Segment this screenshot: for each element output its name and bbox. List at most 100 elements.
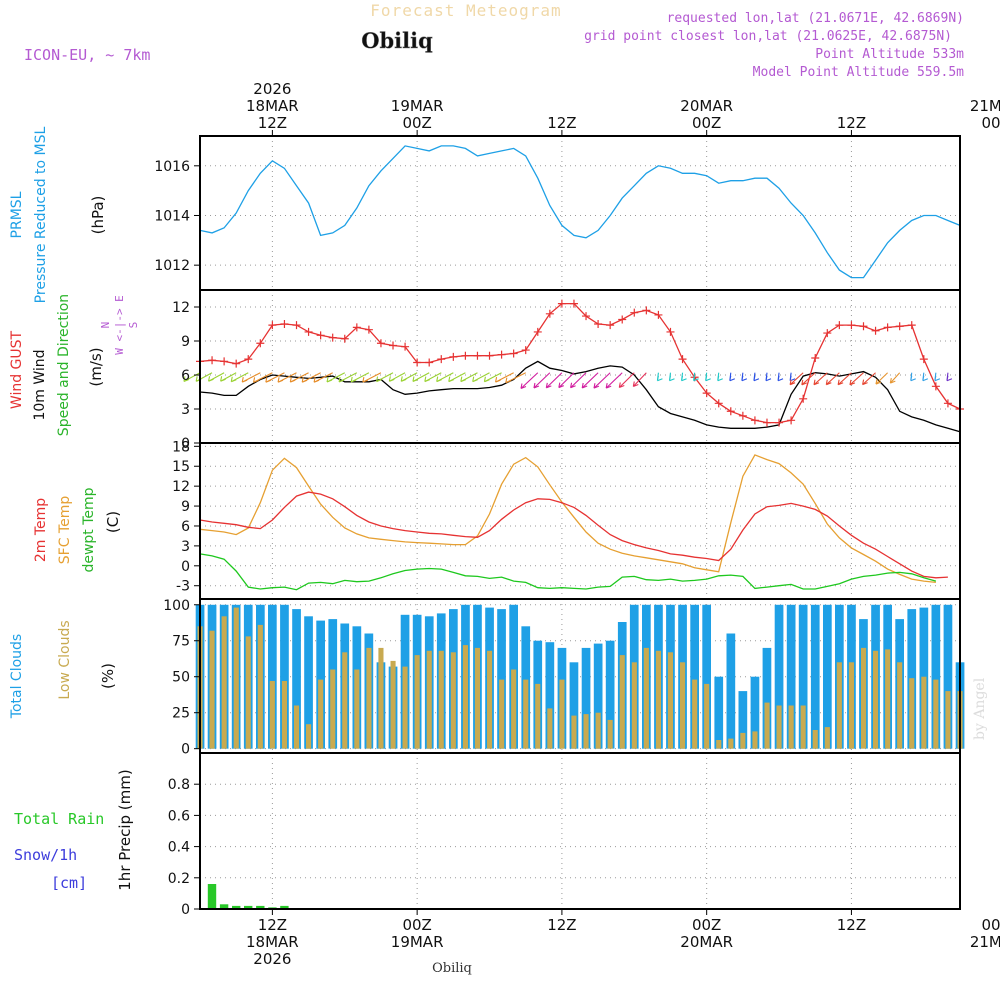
gust-marker (907, 321, 916, 330)
low-cloud-bar (595, 712, 601, 749)
wind-label: 10m Wind (32, 349, 48, 420)
wind-arrow (436, 372, 454, 383)
y-tick-label: 0.4 (168, 840, 190, 856)
low-cloud-bar (909, 678, 915, 749)
wind-arrow (545, 372, 563, 389)
gust-marker (316, 331, 325, 340)
total-cloud-bar (292, 609, 301, 749)
low-cloud-bar (209, 630, 215, 749)
gust-marker (618, 315, 627, 324)
low-cloud-bar (800, 705, 806, 749)
rain-bar (219, 904, 229, 909)
low-cloud-bar (221, 616, 227, 749)
total-cloud-bar (738, 691, 748, 749)
wind-arrow (705, 372, 711, 382)
wind-arrow (520, 372, 539, 390)
gust-marker (208, 356, 217, 365)
top-time-label: 21MAR (970, 97, 1000, 115)
wind-arrow (581, 372, 599, 389)
wind-arrow (448, 372, 466, 383)
wind-arrow (388, 372, 406, 382)
wind-unit-label: (m/s) (87, 347, 105, 386)
low-cloud-bar (426, 650, 432, 749)
y-tick-label: 75 (172, 634, 190, 650)
gridpoint-coords: grid point closest lon,lat (21.0625E, 42… (584, 29, 952, 44)
low-cloud-bar (631, 662, 637, 749)
y-tick-label: 18 (172, 439, 190, 455)
gust-marker (702, 389, 711, 398)
total-cloud-bar (690, 604, 699, 749)
gust-marker (859, 322, 868, 331)
wind-arrow (632, 372, 647, 388)
gust-marker (352, 323, 361, 332)
low-cloud-bar (812, 730, 818, 749)
gust-marker (582, 312, 591, 321)
gust-marker (630, 308, 639, 317)
wind-arrow (593, 372, 611, 389)
low-cloud-bar (499, 679, 505, 749)
temp-2m-line (199, 491, 948, 579)
gust-marker (931, 382, 940, 391)
wind-arrow (350, 372, 370, 383)
y-tick-label: 6 (181, 519, 190, 535)
bottom-time-label: 12Z (837, 916, 866, 934)
gust-marker (545, 309, 554, 318)
low-cloud-bar (776, 705, 782, 749)
low-cloud-bar (643, 647, 649, 749)
wind-arrow (183, 372, 201, 382)
low-cloud-bar (547, 708, 553, 749)
gust-marker (268, 321, 277, 330)
gust-marker (533, 327, 542, 336)
requested-coords: requested lon,lat (21.0671E, 42.6869N) (667, 11, 964, 26)
gust-marker (606, 321, 615, 330)
top-time-label: 2026 (253, 80, 291, 98)
wind-arrow (241, 372, 261, 383)
low-cloud-bar (559, 679, 565, 749)
snow-unit-label: [cm] (51, 874, 87, 892)
total-cloud-bar (268, 604, 277, 749)
wind-arrow (717, 372, 723, 382)
prmsl-line (199, 145, 961, 279)
wind-arrow (495, 372, 514, 383)
top-time-label: 18MAR (246, 97, 299, 115)
gust-marker (497, 350, 506, 359)
low-cloud-bar (414, 655, 420, 749)
panel-frame (199, 135, 961, 291)
location-title: Obiliq (361, 28, 433, 53)
low-cloud-bar (607, 719, 613, 749)
wind-arrow (889, 372, 901, 384)
top-time-label: 19MAR (391, 97, 444, 115)
dewpt-label: dewpt Temp (81, 487, 97, 572)
y-tick-label: 0 (181, 742, 190, 758)
wind-arrow (765, 372, 772, 382)
top-time-label: 12Z (837, 114, 866, 132)
frame-layer (194, 130, 961, 915)
gust-marker (509, 349, 518, 358)
gust-marker (328, 333, 337, 342)
panel-frame (199, 752, 961, 910)
gust-marker (823, 329, 832, 338)
snow-label: Snow/1h (14, 846, 77, 864)
gust-marker (811, 354, 820, 362)
total-cloud-bar (304, 616, 313, 749)
top-time-label: 20MAR (680, 97, 733, 115)
total-cloud-bar (774, 604, 784, 749)
wind-arrow (208, 372, 225, 382)
gust-marker (485, 351, 494, 360)
low-cloud-bar (354, 669, 360, 749)
rain-bar (256, 905, 265, 909)
total-cloud-bar (280, 604, 289, 749)
y-tick-label: 100 (163, 598, 190, 614)
rain-bar (244, 905, 253, 909)
temp-unit-label: (C) (104, 511, 122, 533)
y-tick-label: 15 (172, 459, 190, 475)
wind-arrow (605, 372, 623, 389)
gust-label: Wind GUST (9, 330, 25, 409)
prmsl-label: PRMSL (9, 191, 25, 238)
gust-marker (256, 339, 265, 348)
bottom-time-label: 18MAR (246, 933, 299, 951)
gust-marker (799, 394, 808, 403)
gust-marker (449, 352, 458, 361)
low-cloud-bar (342, 652, 348, 749)
